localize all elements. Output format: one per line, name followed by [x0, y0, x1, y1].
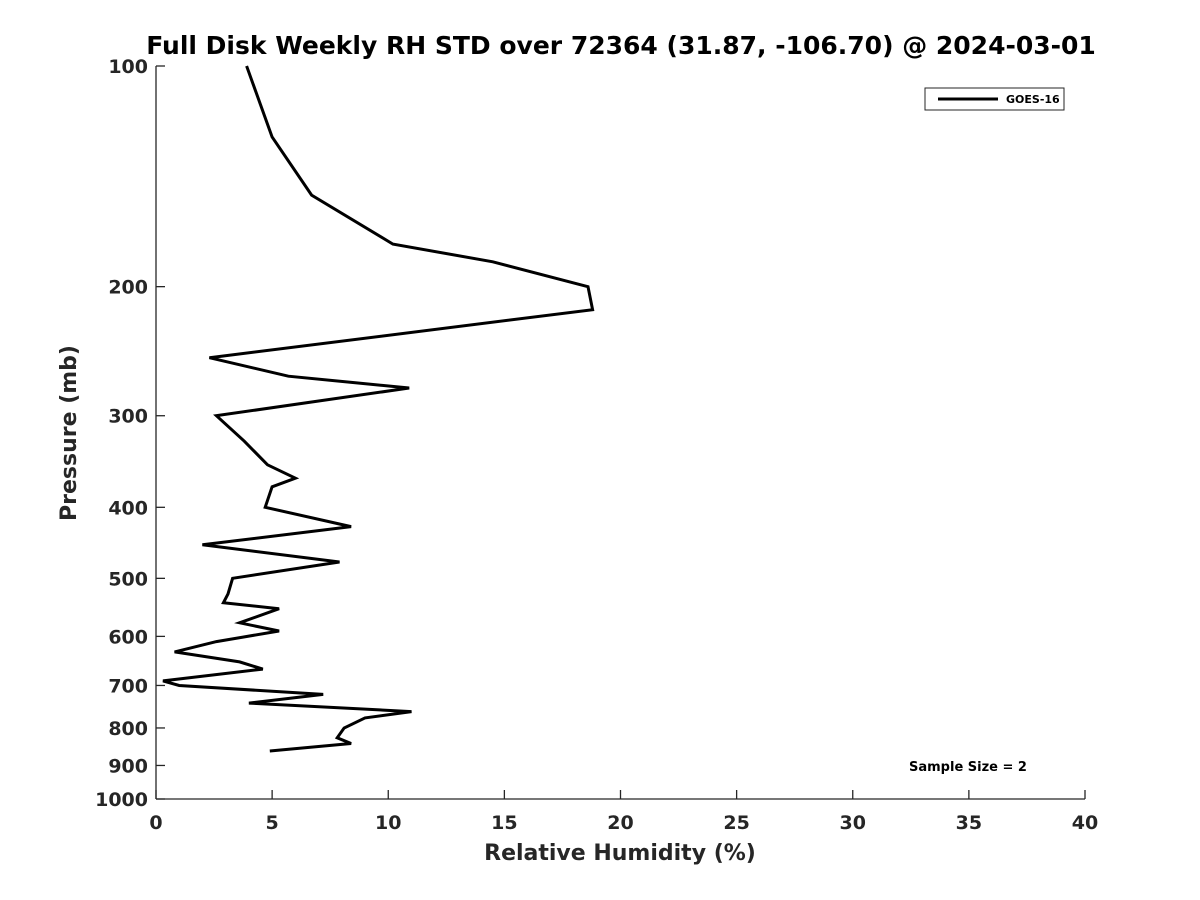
y-tick-label: 200 — [108, 277, 148, 299]
y-tick-label: 500 — [108, 568, 148, 590]
axes — [155, 66, 1085, 800]
y-tick-label: 800 — [108, 718, 148, 740]
series-layer — [162, 65, 595, 753]
y-ticks: 100 200 300 400 500 600 700 800 900 1000 — [95, 56, 165, 811]
legend-label-goes-16: GOES-16 — [1006, 93, 1060, 106]
x-tick-label: 20 — [607, 812, 633, 834]
y-axis-label: Pressure (mb) — [57, 345, 82, 521]
y-tick-label: 1000 — [95, 789, 148, 811]
x-tick-label: 0 — [149, 812, 162, 834]
x-tick-label: 10 — [375, 812, 401, 834]
y-tick-label: 300 — [108, 406, 148, 428]
x-tick-label: 30 — [840, 812, 866, 834]
y-tick-label: 400 — [108, 497, 148, 519]
series-line-goes-16 — [162, 65, 595, 753]
y-tick-label: 600 — [108, 626, 148, 648]
x-tick-label: 40 — [1072, 812, 1098, 834]
x-tick-label: 35 — [956, 812, 982, 834]
sample-size-annotation: Sample Size = 2 — [909, 760, 1027, 775]
y-tick-label: 900 — [108, 755, 148, 777]
x-axis-label: Relative Humidity (%) — [484, 841, 756, 866]
x-tick-label: 25 — [723, 812, 749, 834]
x-tick-label: 5 — [266, 812, 279, 834]
x-ticks: 0 5 10 15 20 25 30 35 40 — [149, 790, 1098, 834]
y-tick-label: 700 — [108, 675, 148, 697]
chart-title: Full Disk Weekly RH STD over 72364 (31.8… — [146, 31, 1096, 60]
legend: GOES-16 — [924, 87, 1065, 111]
y-tick-label: 100 — [108, 56, 148, 78]
x-tick-label: 15 — [491, 812, 517, 834]
